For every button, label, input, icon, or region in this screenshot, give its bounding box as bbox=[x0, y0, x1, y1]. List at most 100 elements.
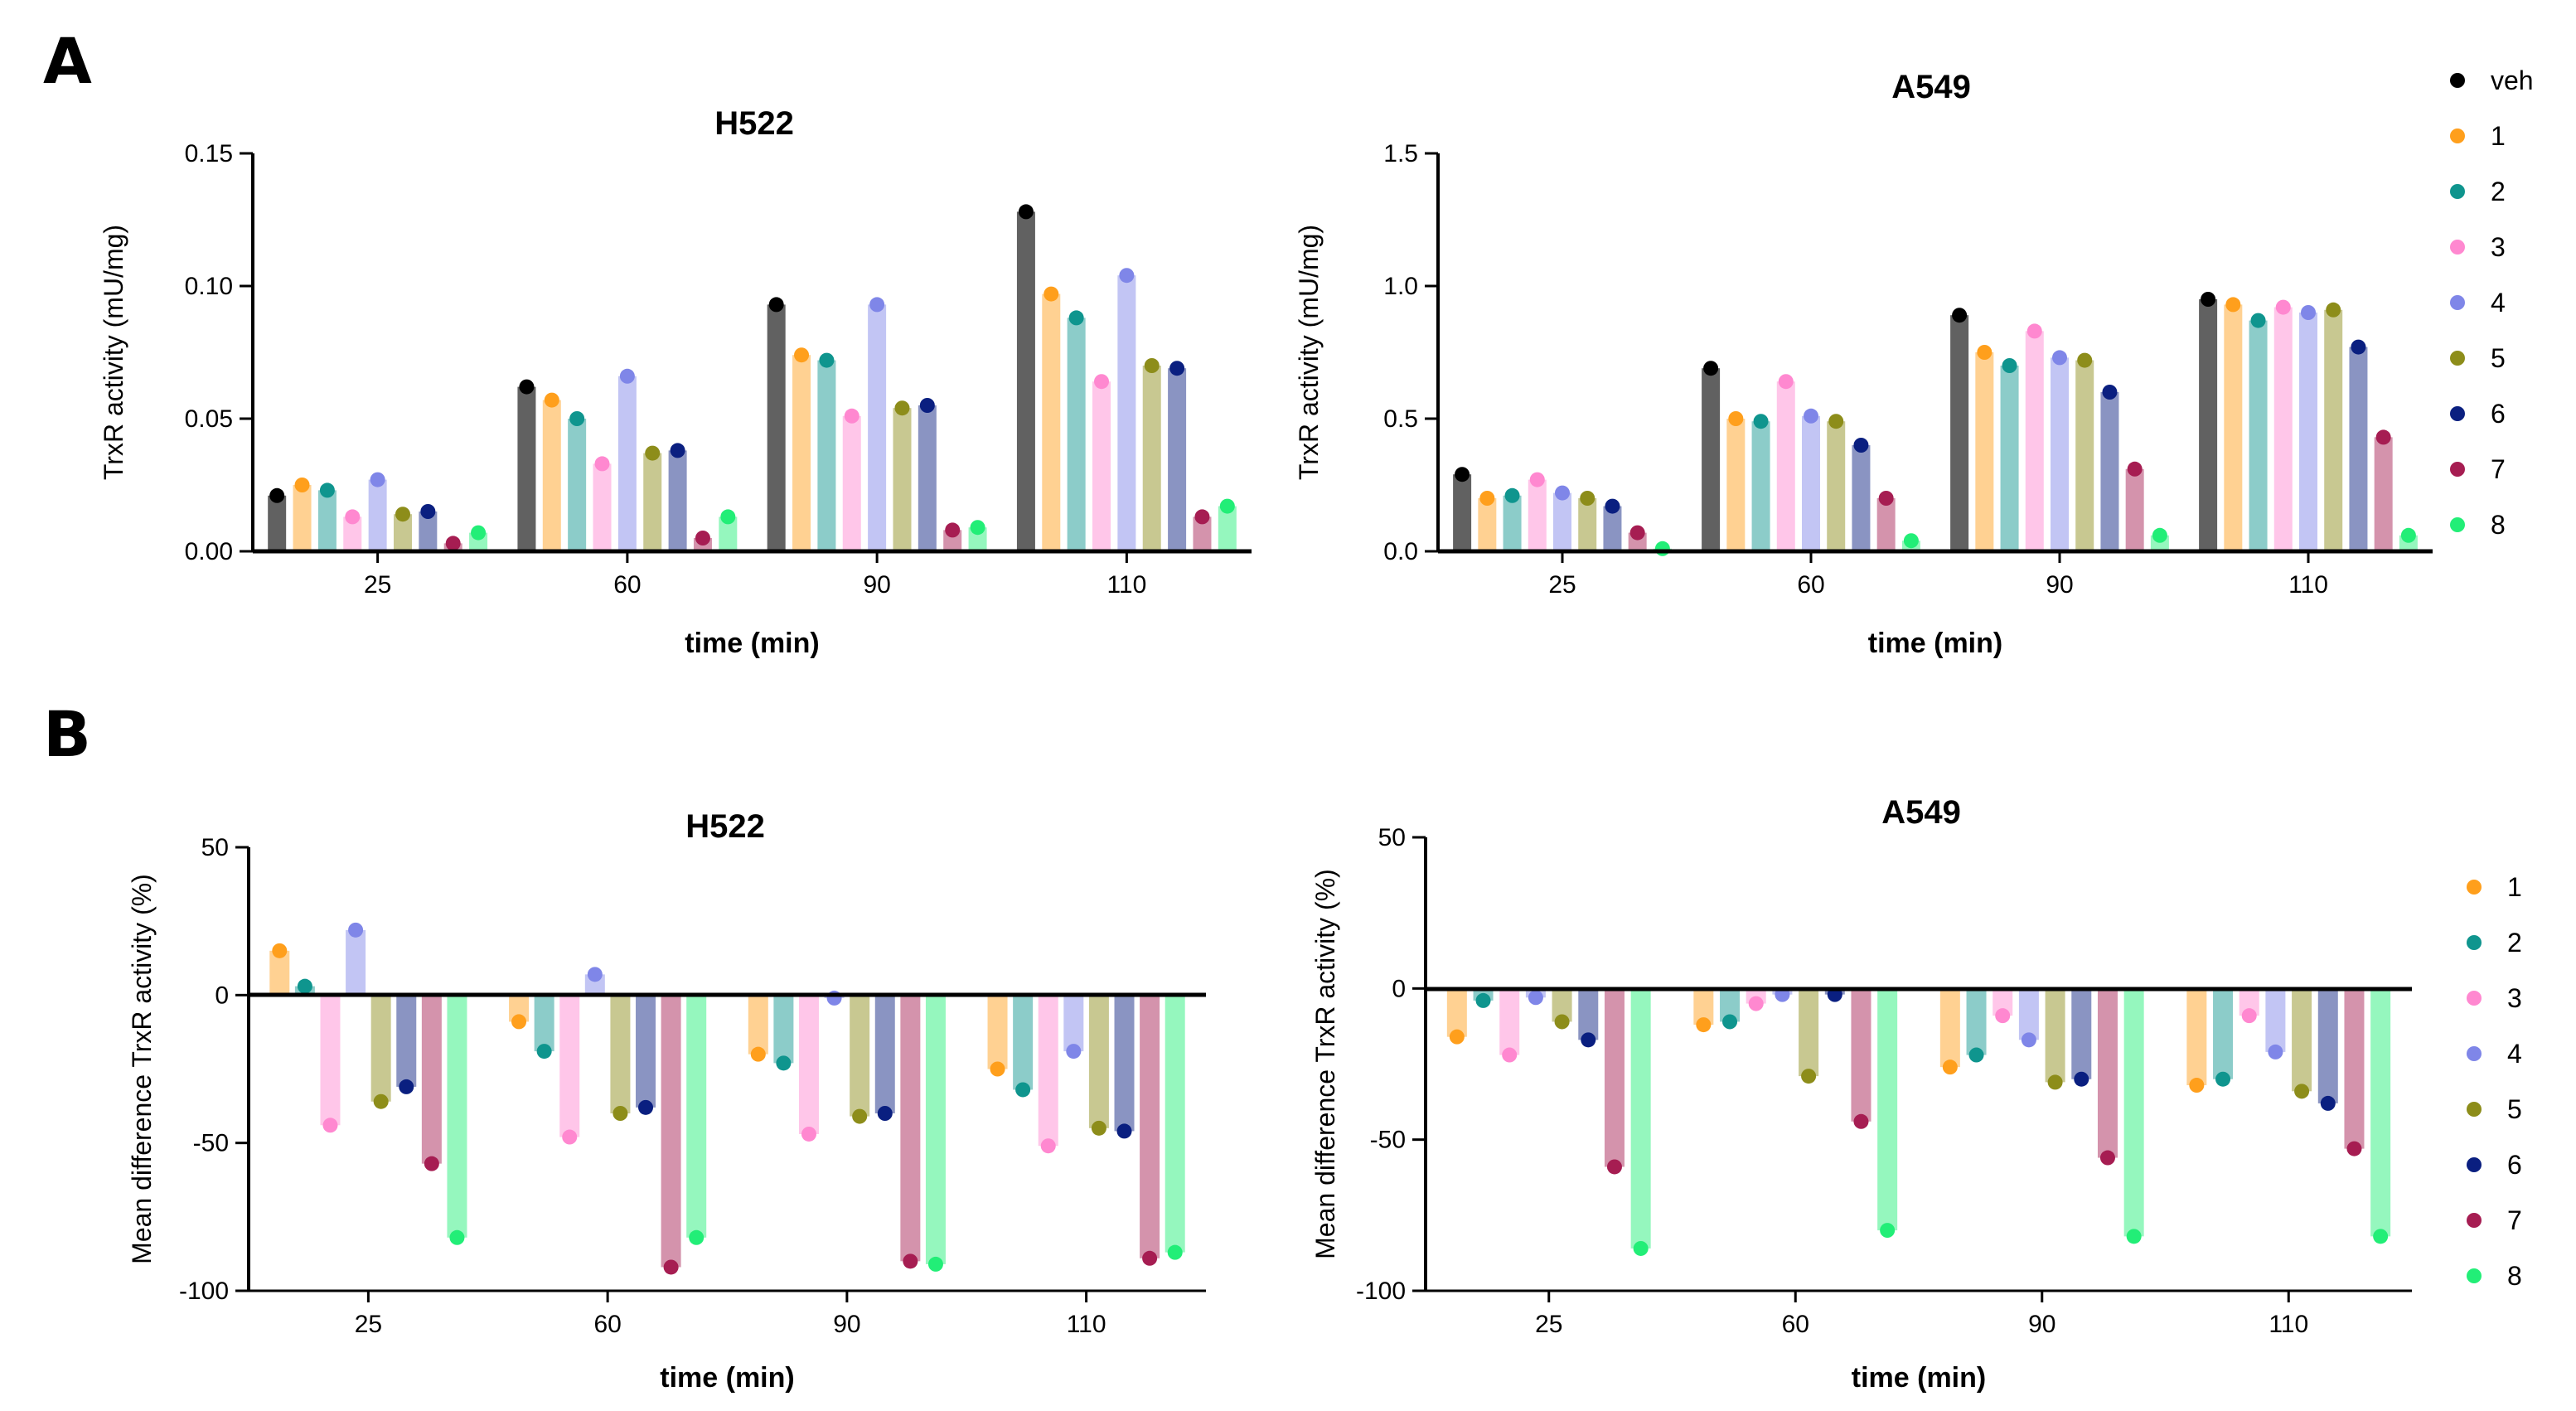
legend-label-2: 2 bbox=[2491, 177, 2506, 206]
point-4-110 bbox=[1066, 1044, 1082, 1059]
bar-5-90 bbox=[893, 408, 912, 551]
bar-3-25 bbox=[320, 995, 341, 1126]
legend-marker-8 bbox=[2450, 517, 2465, 532]
bar-7-90 bbox=[2097, 989, 2118, 1158]
point-8-60 bbox=[689, 1229, 705, 1245]
point-veh-90 bbox=[1952, 308, 1968, 323]
legend-label-8: 8 bbox=[2491, 510, 2506, 540]
point-6-60 bbox=[638, 1099, 654, 1115]
point-5-60 bbox=[1828, 414, 1844, 429]
point-8-110 bbox=[2373, 1229, 2389, 1244]
point-6-90 bbox=[919, 398, 935, 413]
point-1-60 bbox=[1728, 411, 1744, 426]
point-6-60 bbox=[670, 443, 685, 458]
point-3-110 bbox=[1040, 1138, 1056, 1154]
bar-3-25 bbox=[1528, 479, 1547, 551]
bar-5-90 bbox=[2045, 989, 2065, 1083]
bar-6-60 bbox=[1852, 445, 1871, 551]
point-4-60 bbox=[1804, 408, 1818, 424]
bar-2-110 bbox=[2249, 320, 2268, 551]
bar-6-25 bbox=[419, 512, 438, 551]
legend-label-3: 3 bbox=[2491, 232, 2506, 262]
bar-2-90 bbox=[773, 995, 794, 1064]
bar-6-60 bbox=[636, 995, 656, 1108]
bar-4-60 bbox=[617, 376, 637, 551]
legend-label-veh: veh bbox=[2491, 65, 2534, 95]
point-2-60 bbox=[1753, 414, 1769, 429]
point-1-25 bbox=[294, 478, 310, 492]
point-2-90 bbox=[776, 1055, 792, 1071]
legend-marker-5 bbox=[2450, 351, 2465, 366]
bar-4-110 bbox=[1117, 275, 1136, 551]
point-7-110 bbox=[1142, 1250, 1158, 1266]
bar-2-25 bbox=[317, 490, 337, 551]
y-tick-label: 50 bbox=[201, 834, 229, 861]
bar-1-110 bbox=[987, 995, 1008, 1069]
x-tick-label: 110 bbox=[2269, 1311, 2308, 1338]
legend-label-3: 3 bbox=[2507, 983, 2522, 1013]
y-tick-label: 0 bbox=[1392, 975, 1406, 1002]
point-3-60 bbox=[1748, 996, 1764, 1011]
point-veh-110 bbox=[1018, 204, 1034, 220]
point-veh-60 bbox=[1703, 361, 1719, 376]
bar-6-90 bbox=[2100, 392, 2119, 551]
bar-5-90 bbox=[850, 995, 870, 1117]
bar-veh-60 bbox=[1702, 368, 1721, 551]
bar-1-110 bbox=[1042, 293, 1061, 551]
x-tick-label: 60 bbox=[1797, 571, 1824, 599]
bar-4-25 bbox=[1553, 492, 1571, 551]
point-6-60 bbox=[1853, 438, 1869, 453]
point-2-90 bbox=[1968, 1047, 1984, 1063]
bar-veh-60 bbox=[517, 386, 536, 551]
legend-marker-3 bbox=[2450, 240, 2465, 255]
point-8-90 bbox=[970, 520, 985, 536]
point-3-25 bbox=[1529, 472, 1545, 487]
bar-5-90 bbox=[2075, 360, 2094, 551]
y-tick-label: 0.05 bbox=[185, 405, 233, 433]
legend-label-5: 5 bbox=[2507, 1094, 2522, 1124]
point-5-90 bbox=[2047, 1074, 2063, 1090]
point-8-110 bbox=[2400, 527, 2416, 543]
y-tick-label: -50 bbox=[1370, 1127, 1406, 1154]
point-veh-60 bbox=[519, 379, 535, 395]
legend-marker-6 bbox=[2450, 406, 2465, 421]
point-6-90 bbox=[2074, 1071, 2089, 1087]
chart-title: A549 bbox=[1891, 69, 1971, 105]
bar-7-60 bbox=[661, 995, 681, 1268]
point-5-110 bbox=[1144, 358, 1160, 373]
bar-4-110 bbox=[2265, 989, 2286, 1052]
point-7-110 bbox=[2375, 429, 2391, 445]
legend-marker-1 bbox=[2450, 128, 2465, 143]
legend-marker-4 bbox=[2450, 295, 2465, 310]
point-3-90 bbox=[1995, 1008, 2011, 1024]
legend-label-2: 2 bbox=[2507, 928, 2522, 958]
bar-6-60 bbox=[668, 450, 687, 551]
panel-label-b: B bbox=[43, 697, 91, 771]
bar-8-90 bbox=[2123, 989, 2144, 1237]
x-axis-label: time (min) bbox=[1852, 1362, 1986, 1394]
bar-7-110 bbox=[2374, 437, 2393, 551]
point-6-110 bbox=[2320, 1095, 2336, 1111]
legend-marker-3 bbox=[2467, 991, 2482, 1006]
point-8-110 bbox=[1167, 1244, 1183, 1260]
x-axis-label: time (min) bbox=[685, 628, 819, 659]
x-tick-label: 90 bbox=[2046, 571, 2073, 599]
bar-1-60 bbox=[1726, 419, 1746, 551]
bar-veh-110 bbox=[1016, 211, 1035, 551]
panel-label-a: A bbox=[43, 24, 92, 98]
bar-3-110 bbox=[2273, 307, 2293, 551]
point-3-60 bbox=[594, 456, 610, 472]
legend-label-7: 7 bbox=[2491, 454, 2506, 484]
point-2-25 bbox=[319, 482, 335, 498]
point-6-25 bbox=[420, 504, 436, 519]
bar-1-25 bbox=[1478, 498, 1497, 551]
y-tick-label: 0.5 bbox=[1383, 405, 1418, 433]
point-2-25 bbox=[1504, 487, 1520, 503]
bar-2-60 bbox=[568, 419, 587, 551]
x-tick-label: 110 bbox=[1067, 1311, 1106, 1338]
y-tick-label: -100 bbox=[179, 1278, 229, 1305]
bar-veh-25 bbox=[268, 495, 287, 551]
point-1-25 bbox=[1449, 1029, 1465, 1045]
point-6-90 bbox=[877, 1106, 893, 1121]
point-4-25 bbox=[370, 472, 385, 487]
